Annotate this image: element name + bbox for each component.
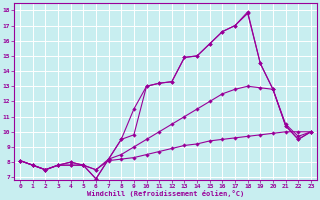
X-axis label: Windchill (Refroidissement éolien,°C): Windchill (Refroidissement éolien,°C) [87, 190, 244, 197]
